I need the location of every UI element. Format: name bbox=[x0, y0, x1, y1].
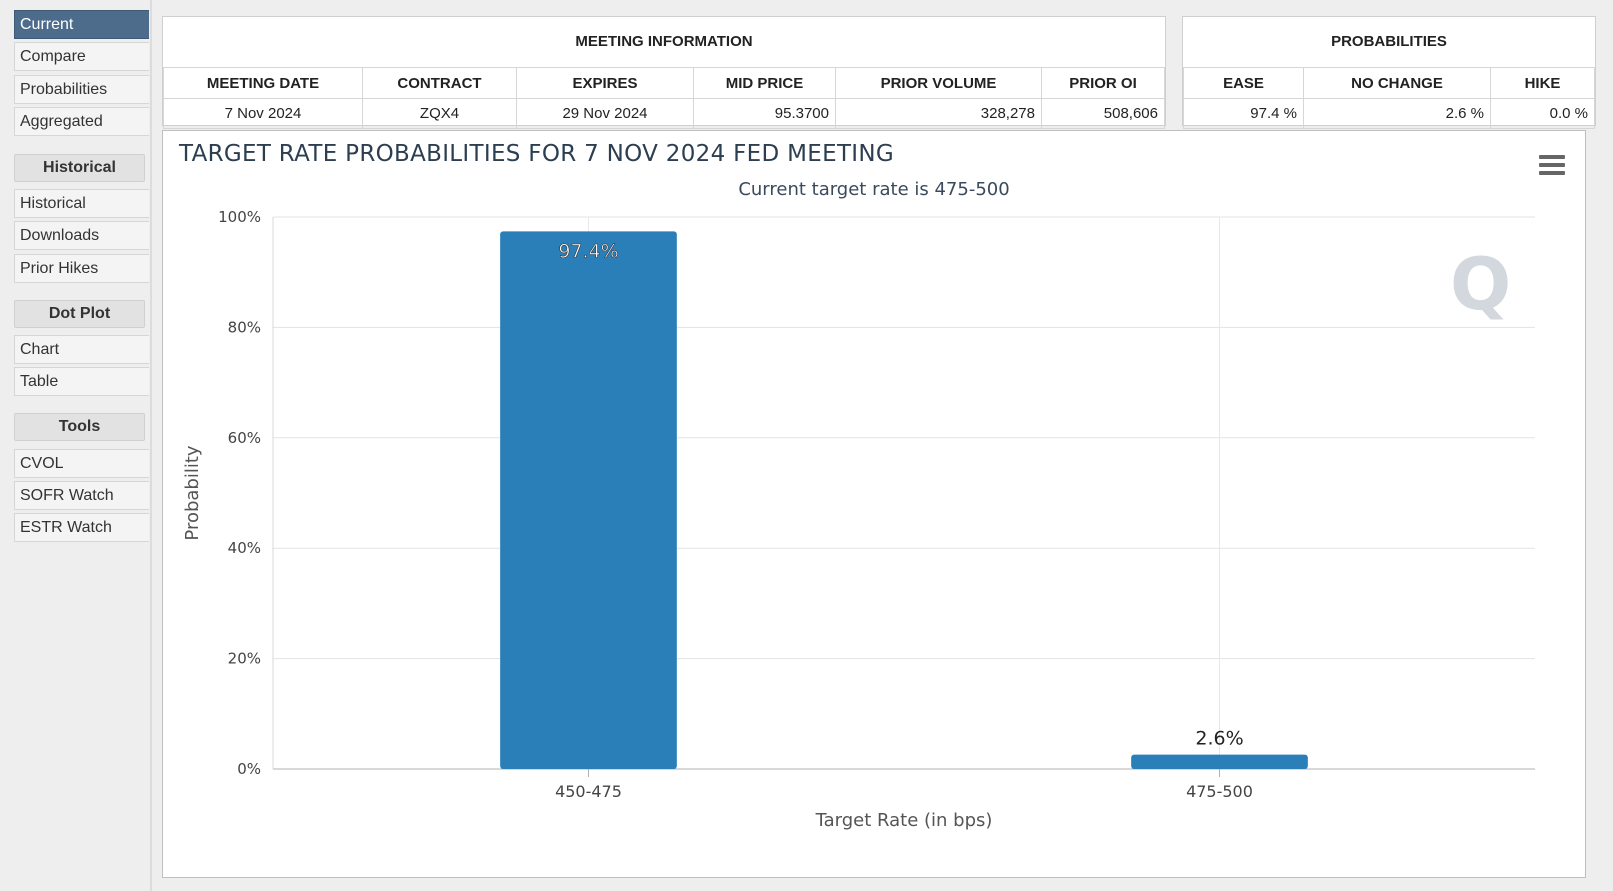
column-header: PRIOR OI bbox=[1041, 67, 1165, 99]
column-header: HIKE bbox=[1490, 67, 1595, 99]
column-header: PRIOR VOLUME bbox=[835, 67, 1042, 99]
nav-historical[interactable]: Historical bbox=[14, 189, 149, 218]
nav-cvol[interactable]: CVOL bbox=[14, 449, 149, 478]
probabilities-panel: PROBABILITIES EASE NO CHANGE HIKE 97.4 %… bbox=[1182, 16, 1596, 129]
chart-subtitle: Current target rate is 475-500 bbox=[738, 179, 1010, 200]
contract-cell: ZQX4 bbox=[362, 98, 517, 129]
meeting-date-cell: 7 Nov 2024 bbox=[163, 98, 363, 129]
data-label: 2.6% bbox=[1195, 728, 1243, 750]
watermark-logo: Q bbox=[1450, 242, 1511, 326]
nav-downloads[interactable]: Downloads bbox=[14, 221, 149, 250]
hamburger-menu-icon[interactable] bbox=[1539, 155, 1565, 177]
sidebar-divider bbox=[150, 0, 152, 891]
meeting-information-table: MEETING DATE CONTRACT EXPIRES MID PRICE … bbox=[163, 67, 1165, 129]
probabilities-table: EASE NO CHANGE HIKE 97.4 % 2.6 % 0.0 % bbox=[1183, 67, 1595, 129]
tools-section-header: Tools bbox=[14, 413, 145, 441]
bar-450-475 bbox=[500, 231, 677, 769]
column-header: EXPIRES bbox=[516, 67, 694, 99]
hike-cell: 0.0 % bbox=[1490, 98, 1595, 129]
column-header: MID PRICE bbox=[693, 67, 836, 99]
table-row: 7 Nov 2024 ZQX4 29 Nov 2024 95.3700 328,… bbox=[163, 98, 1165, 129]
table-header-row: EASE NO CHANGE HIKE bbox=[1183, 67, 1595, 99]
nav-sofr-watch[interactable]: SOFR Watch bbox=[14, 481, 149, 510]
mid-price-cell: 95.3700 bbox=[693, 98, 836, 129]
column-header: NO CHANGE bbox=[1303, 67, 1491, 99]
chart-container: TARGET RATE PROBABILITIES FOR 7 NOV 2024… bbox=[162, 130, 1586, 878]
no-change-cell: 2.6 % bbox=[1303, 98, 1491, 129]
column-header: MEETING DATE bbox=[163, 67, 363, 99]
x-tick-label: 450-475 bbox=[555, 782, 622, 801]
y-tick-label: 20% bbox=[228, 650, 261, 668]
y-tick-label: 80% bbox=[228, 318, 261, 336]
y-tick-label: 100% bbox=[218, 208, 261, 226]
x-tick-label: 475-500 bbox=[1186, 782, 1253, 801]
meeting-information-title: MEETING INFORMATION bbox=[575, 33, 753, 50]
column-header: CONTRACT bbox=[362, 67, 517, 99]
nav-compare[interactable]: Compare bbox=[14, 42, 149, 71]
meeting-information-panel: MEETING INFORMATION MEETING DATE CONTRAC… bbox=[162, 16, 1166, 129]
nav-dot-plot-table[interactable]: Table bbox=[14, 367, 149, 396]
ease-cell: 97.4 % bbox=[1183, 98, 1304, 129]
table-row: 97.4 % 2.6 % 0.0 % bbox=[1183, 98, 1595, 129]
column-header: EASE bbox=[1183, 67, 1304, 99]
prior-oi-cell: 508,606 bbox=[1041, 98, 1165, 129]
chart-title: TARGET RATE PROBABILITIES FOR 7 NOV 2024… bbox=[179, 141, 894, 167]
y-tick-label: 60% bbox=[228, 429, 261, 447]
dot-plot-section-header: Dot Plot bbox=[14, 300, 145, 328]
prior-volume-cell: 328,278 bbox=[835, 98, 1042, 129]
nav-dot-plot-chart[interactable]: Chart bbox=[14, 335, 149, 364]
bar-chart: 0% 20% 40% 60% 80% 100% 450-475 475-500 97.4% 2.6… bbox=[182, 208, 1535, 831]
bar-475-500 bbox=[1131, 754, 1308, 769]
expires-cell: 29 Nov 2024 bbox=[516, 98, 694, 129]
x-axis-title: Target Rate (in bps) bbox=[815, 810, 993, 831]
nav-prior-hikes[interactable]: Prior Hikes bbox=[14, 254, 149, 283]
y-tick-label: 0% bbox=[237, 760, 261, 778]
sidebar: Current Compare Probabilities Aggregated… bbox=[0, 0, 154, 891]
historical-section-header: Historical bbox=[14, 154, 145, 182]
nav-aggregated[interactable]: Aggregated bbox=[14, 107, 149, 136]
nav-probabilities[interactable]: Probabilities bbox=[14, 75, 149, 104]
y-axis-title: Probability bbox=[182, 445, 203, 540]
y-tick-label: 40% bbox=[228, 539, 261, 557]
table-header-row: MEETING DATE CONTRACT EXPIRES MID PRICE … bbox=[163, 67, 1165, 99]
data-label: 97.4% bbox=[558, 240, 618, 262]
nav-current[interactable]: Current bbox=[14, 10, 149, 39]
nav-estr-watch[interactable]: ESTR Watch bbox=[14, 513, 149, 542]
probabilities-title: PROBABILITIES bbox=[1331, 33, 1447, 50]
